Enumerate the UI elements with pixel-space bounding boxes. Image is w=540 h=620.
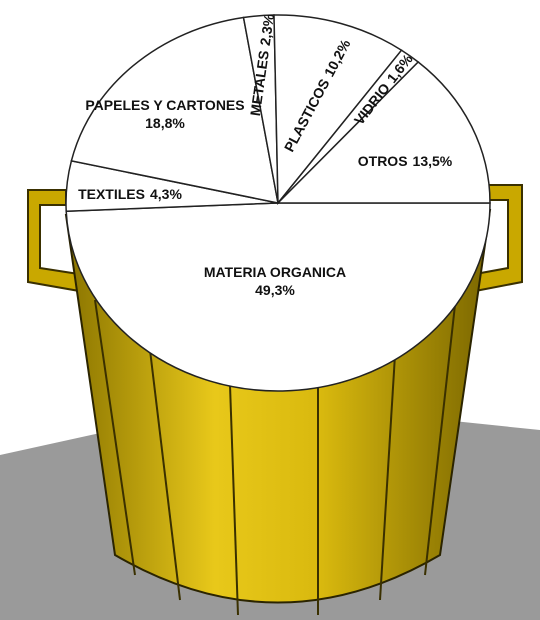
category-label: OTROS [358, 153, 408, 169]
pie: MATERIA ORGANICA 49,3% TEXTILES 4,3% PAPELES… [66, 12, 490, 391]
value-label: 4,3% [150, 186, 182, 202]
slice-label: TEXTILES 4,3% [78, 186, 182, 202]
value-label: 18,8% [145, 115, 185, 131]
chart: MATERIA ORGANICA 49,3% TEXTILES 4,3% PAPELES… [0, 0, 540, 620]
category-label: PAPELES Y CARTONES [85, 97, 244, 113]
value-label: 13,5% [413, 153, 453, 169]
value-label: 49,3% [255, 282, 295, 298]
category-label: TEXTILES [78, 186, 145, 202]
slice-label: OTROS 13,5% [358, 153, 453, 169]
category-label: MATERIA ORGANICA [204, 264, 346, 280]
